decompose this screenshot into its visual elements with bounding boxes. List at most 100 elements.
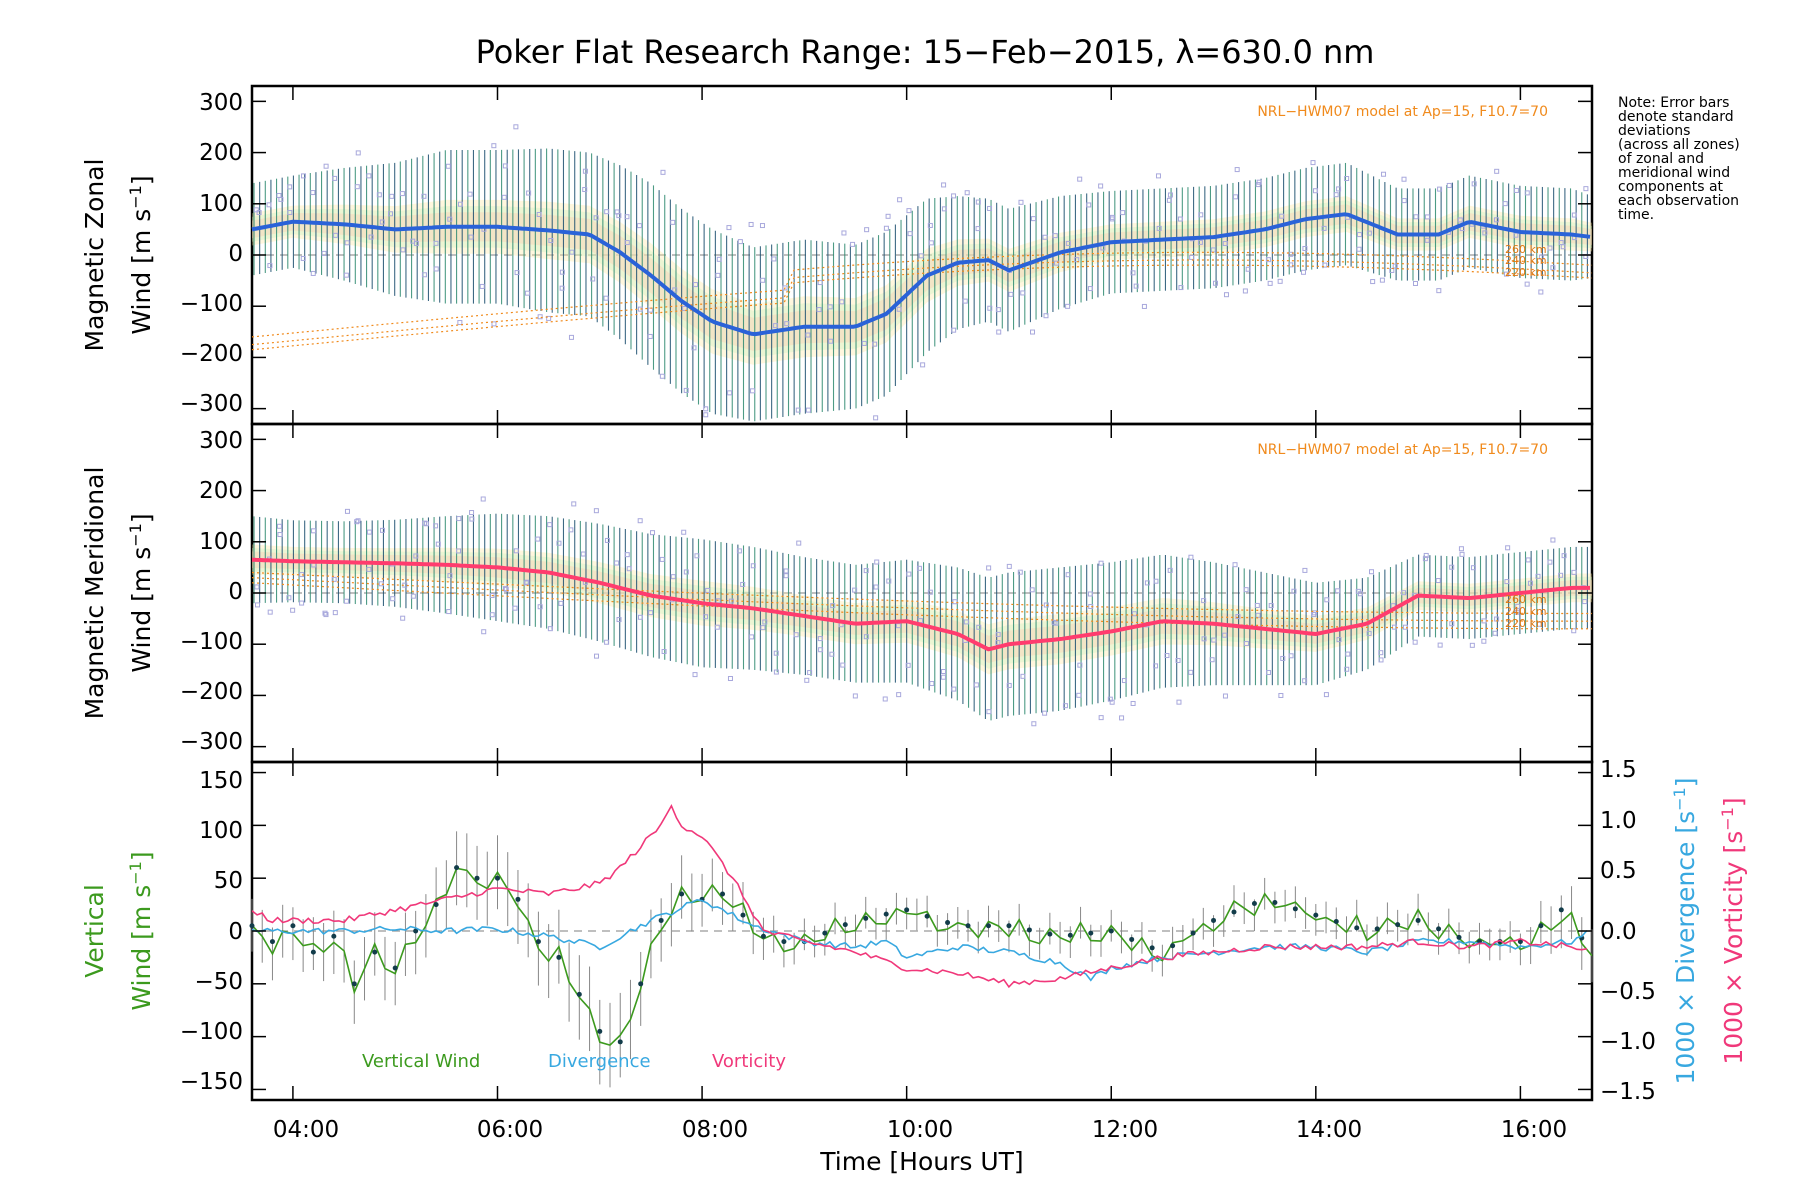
zonal-scatter-point — [692, 282, 698, 288]
meridional-scatter-point — [659, 556, 665, 562]
zonal-scatter-point — [604, 209, 610, 215]
meridional-scatter-point — [547, 626, 553, 632]
zonal-scatter-point — [773, 323, 779, 329]
zonal-scatter-point — [603, 295, 609, 301]
note-line: (across all zones) — [1618, 137, 1740, 153]
vertical-wind-point — [1292, 906, 1298, 912]
meridional-scatter-point — [773, 669, 779, 675]
zonal-scatter-point — [805, 407, 811, 413]
zonal-scatter-point — [1457, 217, 1463, 223]
meridional-scatter-point — [1323, 692, 1329, 698]
meridional-scatter-point — [413, 553, 419, 559]
meridional-scatter-point — [1188, 669, 1194, 675]
zonal-panel: NRL−HWM07 model at Ap=15, F10.7=70 260 k… — [80, 84, 1594, 426]
zonal-scatter-point — [1098, 183, 1104, 189]
meridional-scatter-point — [568, 527, 574, 533]
vertical-ytick: 100 — [199, 818, 243, 844]
zonal-scatter-point — [1100, 245, 1106, 251]
vertical-wind-point — [1313, 912, 1319, 918]
vertical-ytick: −50 — [194, 969, 243, 995]
meridional-scatter-point — [344, 508, 350, 514]
meridional-scatter-point — [1167, 567, 1173, 573]
meridional-scatter-point — [1449, 564, 1455, 570]
zonal-scatter-point — [964, 190, 970, 196]
zonal-scatter-point — [1547, 245, 1553, 251]
zonal-ytick: 100 — [199, 191, 243, 217]
meridional-zone-band — [252, 544, 1592, 675]
meridional-scatter-point — [840, 662, 846, 668]
meridional-scatter-point — [1006, 563, 1012, 569]
zonal-scatter-point — [975, 199, 981, 205]
meridional-scatter-point — [1515, 603, 1521, 609]
meridional-ytick: 300 — [199, 428, 243, 454]
meridional-scatter-point — [513, 548, 519, 554]
meridional-scatter-point — [749, 634, 755, 640]
meridional-ytick: 100 — [199, 529, 243, 555]
meridional-panel: NRL−HWM07 model at Ap=15, F10.7=70 260 k… — [80, 422, 1594, 764]
vertical-wind-point — [1026, 927, 1032, 933]
meridional-scatter-point — [793, 632, 799, 638]
note-line: deviations — [1618, 123, 1690, 139]
vertical-right-ytick: 1.5 — [1600, 757, 1637, 783]
meridional-scatter-point — [547, 522, 553, 528]
zonal-scatter-point — [1322, 262, 1328, 268]
zonal-scatter-point — [399, 191, 405, 197]
meridional-scatter-point — [366, 566, 372, 572]
zonal-scatter-point — [513, 124, 519, 130]
meridional-scatter-point — [1121, 678, 1127, 684]
zonal-scatter-point — [827, 304, 833, 310]
meridional-scatter-point — [1312, 610, 1318, 616]
zonal-scatter-point — [559, 285, 565, 291]
vertical-wind-point — [576, 991, 582, 997]
zonal-scatter-point — [468, 234, 474, 240]
meridional-scatter-point — [1366, 630, 1372, 636]
zonal-scatter-point — [1366, 230, 1372, 236]
meridional-scatter-point — [354, 519, 360, 525]
zonal-scatter-point — [1538, 254, 1544, 260]
vertical-ytick: −150 — [180, 1069, 243, 1095]
meridional-scatter-point — [895, 623, 901, 629]
chart-title: Poker Flat Research Range: 15−Feb−2015, … — [476, 33, 1375, 71]
zonal-scatter-point — [1234, 167, 1240, 173]
meridional-scatter-point — [604, 537, 610, 543]
meridional-scatter-point — [1053, 620, 1059, 626]
divergence-line — [251, 898, 1588, 982]
zonal-scatter-point — [379, 219, 385, 225]
zonal-scatter-point — [1065, 240, 1071, 246]
zonal-scatter-point — [995, 307, 1001, 313]
meridional-scatter-point — [1344, 666, 1350, 672]
vorticity-line — [251, 803, 1588, 989]
meridional-scatter-point — [906, 571, 912, 577]
meridional-scatter-point — [1232, 562, 1238, 568]
meridional-scatter-point — [929, 681, 935, 687]
zonal-scatter-point — [1256, 179, 1262, 185]
zonal-scatter-point — [333, 232, 339, 238]
vertical-wind-point — [331, 933, 337, 939]
meridional-scatter-point — [951, 686, 957, 692]
zonal-scatter-point — [987, 205, 993, 211]
zonal-scatter-point — [1197, 239, 1203, 245]
vertical-wind-point — [413, 928, 419, 934]
zonal-scatter-point — [457, 201, 463, 207]
x-tick-label: 06:00 — [477, 1117, 543, 1143]
x-tick-label: 08:00 — [682, 1117, 748, 1143]
meridional-scatter-point — [537, 604, 543, 610]
vertical-wind-point — [1108, 928, 1114, 934]
meridional-scatter-point — [626, 566, 632, 572]
zonal-ytick: 200 — [199, 140, 243, 166]
vertical-marks — [249, 762, 1593, 1100]
zonal-scatter-point — [501, 194, 507, 200]
zonal-scatter-point — [310, 270, 316, 276]
meridional-scatter-point — [1302, 567, 1308, 573]
zonal-scatter-point — [548, 237, 554, 243]
zonal-scatter-point — [1560, 244, 1566, 250]
x-tick-label: 16:00 — [1501, 1117, 1567, 1143]
meridional-scatter-point — [1176, 699, 1182, 705]
meridional-scatter-point — [1550, 537, 1556, 543]
zonal-scatter-point — [726, 225, 732, 231]
zonal-scatter-point — [1513, 187, 1519, 193]
zonal-ylabel-line2: Wind [m s−1] — [126, 175, 156, 334]
zonal-scatter-point — [354, 184, 360, 190]
meridional-scatter-point — [480, 496, 486, 502]
vertical-ytick: 0 — [228, 919, 243, 945]
